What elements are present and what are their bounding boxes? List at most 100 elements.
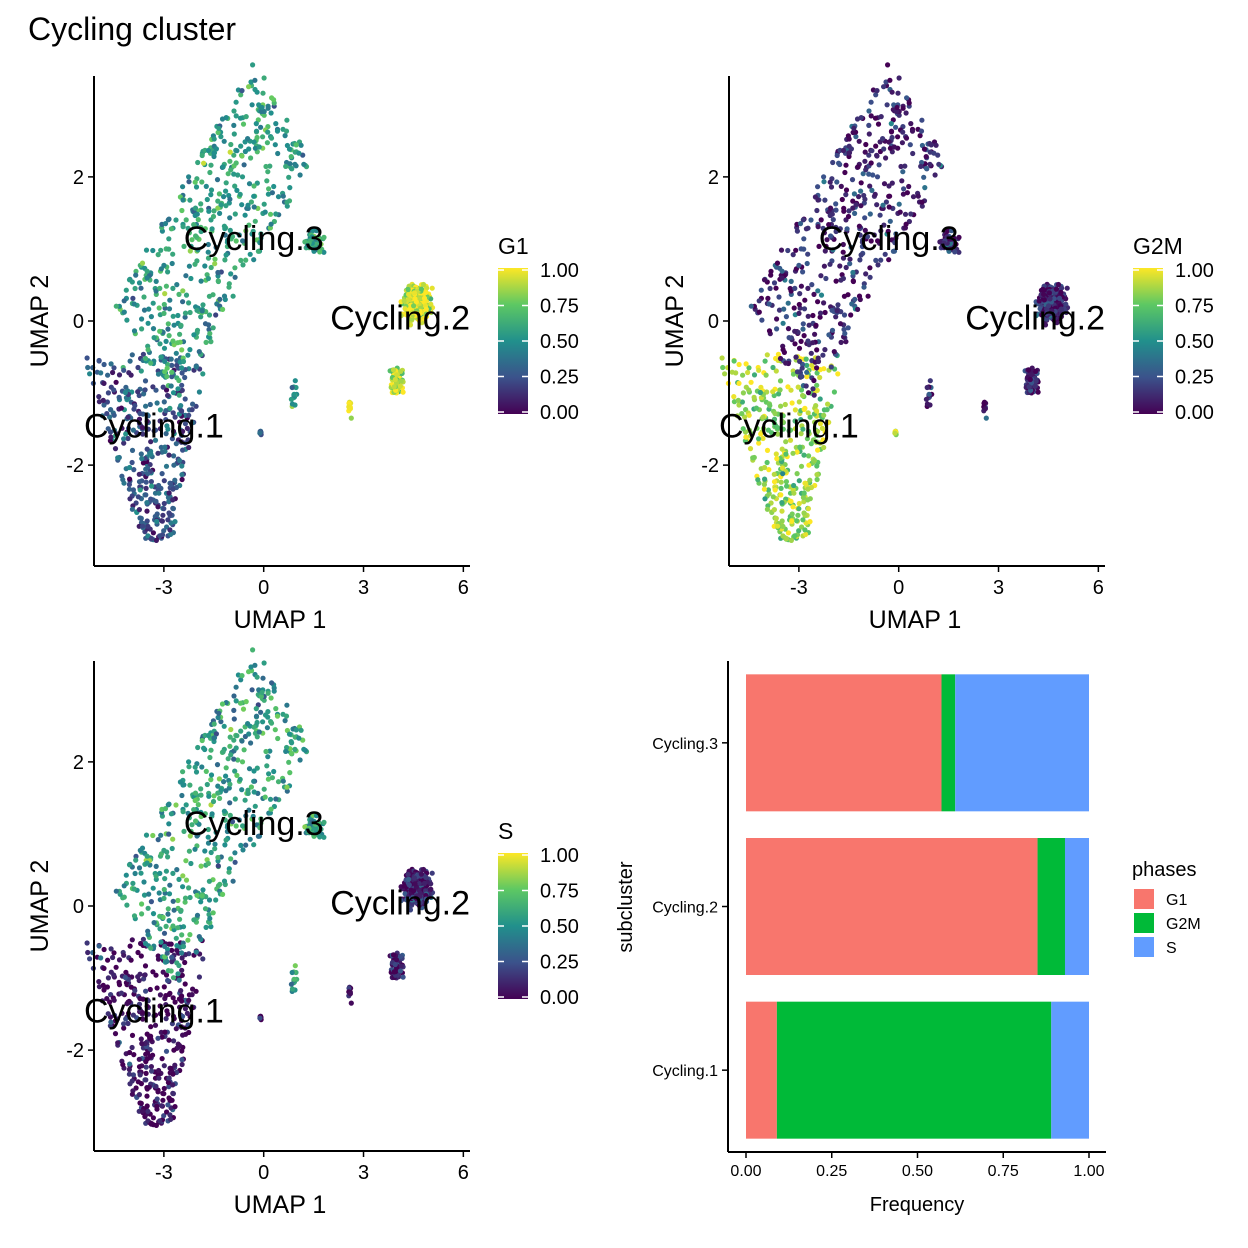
data-point (261, 786, 267, 792)
data-point (243, 114, 249, 120)
data-point (781, 306, 787, 312)
data-point (176, 876, 182, 883)
data-point (406, 297, 412, 303)
data-point (239, 202, 245, 208)
data-point (175, 340, 181, 346)
data-point (814, 207, 820, 214)
data-point (183, 858, 189, 864)
data-point (245, 787, 251, 793)
data-point (413, 310, 419, 316)
data-point (763, 372, 769, 378)
data-point (933, 142, 939, 148)
data-point (144, 508, 150, 514)
data-point (817, 374, 823, 381)
data-point (144, 1103, 150, 1109)
data-point (166, 1075, 172, 1081)
data-point (917, 133, 923, 139)
data-point (269, 95, 275, 101)
data-point (138, 368, 144, 374)
data-point (121, 309, 127, 315)
data-point (818, 273, 824, 279)
data-point (778, 492, 784, 498)
data-point (113, 379, 119, 385)
data-point (180, 224, 186, 230)
data-point (858, 180, 864, 186)
cluster-label: Cycling.2 (330, 884, 470, 922)
data-point (129, 459, 135, 466)
data-point (169, 436, 175, 442)
data-point (775, 523, 781, 529)
data-point (188, 275, 194, 282)
data-point (257, 240, 263, 246)
data-point (210, 798, 217, 805)
data-point (160, 1097, 166, 1103)
data-point (765, 295, 771, 301)
data-point (391, 384, 397, 390)
data-point (198, 278, 204, 284)
data-point (259, 104, 265, 111)
data-point (777, 355, 784, 362)
data-point (786, 335, 792, 341)
data-point (867, 265, 873, 271)
data-point (180, 884, 186, 890)
data-point (165, 802, 171, 808)
data-point (867, 274, 873, 280)
data-point (773, 515, 779, 522)
data-point (182, 396, 188, 402)
data-point (221, 878, 228, 884)
data-point (170, 251, 176, 257)
x-tick-label: -3 (790, 577, 808, 599)
data-point (793, 518, 800, 524)
data-point (165, 977, 171, 984)
legend-swatch (1134, 913, 1154, 933)
data-point (175, 312, 181, 319)
data-point (131, 913, 138, 919)
data-point (176, 377, 182, 384)
data-point (144, 275, 150, 281)
data-point (154, 400, 160, 406)
data-point (317, 249, 323, 255)
data-point (1035, 389, 1041, 395)
data-point (233, 745, 239, 751)
data-point (262, 794, 268, 800)
data-point (143, 492, 149, 498)
data-point (267, 796, 274, 802)
data-point (139, 1041, 145, 1047)
data-point (161, 310, 167, 316)
data-point (893, 124, 899, 130)
data-point (156, 490, 162, 496)
data-point (226, 869, 232, 875)
data-point (148, 1036, 154, 1042)
data-point (783, 535, 790, 542)
data-point (172, 1062, 178, 1068)
data-point (722, 371, 728, 377)
data-point (186, 1029, 192, 1036)
data-point (392, 961, 398, 968)
data-point (113, 888, 119, 894)
data-point (144, 418, 150, 424)
data-point (253, 706, 259, 712)
data-point (265, 105, 271, 111)
data-point (805, 506, 812, 512)
data-point (228, 141, 234, 148)
data-point (298, 727, 304, 733)
data-point (251, 778, 257, 784)
data-point (238, 257, 244, 263)
legend-swatch (1134, 889, 1154, 909)
data-point (817, 310, 824, 316)
data-point (891, 144, 897, 150)
data-point (142, 940, 149, 947)
data-point (190, 986, 196, 992)
data-point (179, 1061, 185, 1068)
data-point (232, 211, 238, 217)
data-point (186, 412, 192, 418)
data-point (191, 917, 197, 923)
data-point (101, 361, 107, 368)
data-point (852, 296, 858, 302)
data-point (780, 347, 786, 353)
data-point (1055, 281, 1062, 288)
data-point (98, 370, 104, 376)
data-point (795, 384, 801, 390)
data-point (196, 389, 202, 395)
data-point (139, 425, 146, 431)
